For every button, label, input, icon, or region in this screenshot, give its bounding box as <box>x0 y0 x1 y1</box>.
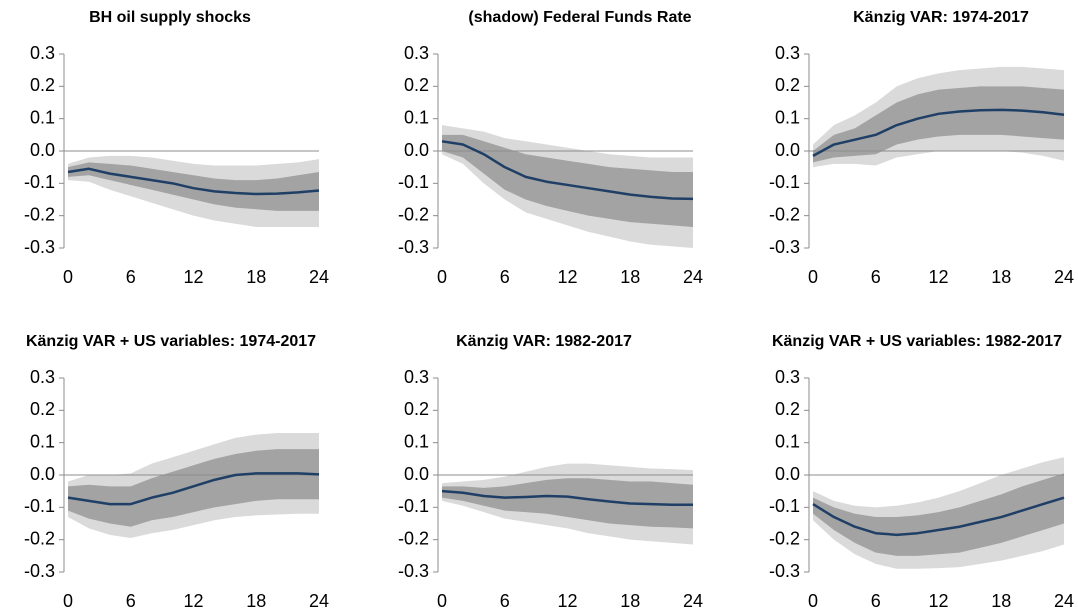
x-tick-label: 18 <box>991 591 1011 611</box>
panel-title: (shadow) Federal Funds Rate <box>468 9 691 26</box>
x-tick-label: 18 <box>620 267 640 287</box>
y-tick-label: -0.3 <box>398 561 429 581</box>
y-tick-label: 0.1 <box>404 107 429 127</box>
confidence-band <box>68 449 319 527</box>
y-tick-label: -0.1 <box>769 172 800 192</box>
y-tick-label: 0.0 <box>775 464 800 484</box>
x-tick-label: 0 <box>808 267 818 287</box>
confidence-band <box>68 162 319 211</box>
y-tick-label: 0.2 <box>404 75 429 95</box>
y-tick-label: 0.2 <box>30 75 55 95</box>
x-tick-label: 6 <box>871 591 881 611</box>
y-tick-label: 0.0 <box>404 464 429 484</box>
response-line <box>812 496 1065 537</box>
y-tick-label: 0.2 <box>404 399 429 419</box>
x-tick-label: 18 <box>246 591 266 611</box>
x-tick-label: 12 <box>557 267 577 287</box>
confidence-band <box>813 86 1064 163</box>
y-tick-label: 0.1 <box>30 107 55 127</box>
y-tick-label: 0.2 <box>30 399 55 419</box>
panel: Känzig VAR + US variables: 1974-2017 0.3 0… <box>24 333 329 611</box>
response-line <box>67 472 320 506</box>
x-tick-label: 0 <box>437 591 447 611</box>
panel-title: Känzig VAR: 1982-2017 <box>456 333 632 350</box>
confidence-band <box>442 134 693 227</box>
x-tick-label: 24 <box>309 591 329 611</box>
response-line <box>441 140 694 201</box>
y-tick-label: -0.2 <box>398 204 429 224</box>
x-tick-label: 0 <box>63 591 73 611</box>
x-tick-label: 12 <box>183 591 203 611</box>
panel: Känzig VAR: 1974-2017 0.3 0.2 0.1 0.0 -0.1 -0.… <box>769 9 1074 287</box>
y-tick-label: 0.1 <box>30 431 55 451</box>
y-tick-label: -0.2 <box>24 528 55 548</box>
y-tick-label: 0.0 <box>30 464 55 484</box>
y-tick-label: -0.3 <box>769 561 800 581</box>
y-tick-label: 0.1 <box>775 107 800 127</box>
x-tick-label: 18 <box>620 591 640 611</box>
x-tick-label: 18 <box>991 267 1011 287</box>
panel: (shadow) Federal Funds Rate 0.3 0.2 0.1 0.0 -… <box>398 9 703 287</box>
y-tick-label: -0.2 <box>24 204 55 224</box>
y-tick-label: -0.3 <box>24 237 55 257</box>
x-tick-label: 12 <box>928 591 948 611</box>
y-tick-label: 0.3 <box>404 43 429 63</box>
confidence-band <box>442 478 693 529</box>
response-line <box>812 108 1065 157</box>
x-tick-label: 6 <box>500 591 510 611</box>
x-tick-label: 24 <box>309 267 329 287</box>
y-tick-label: 0.0 <box>775 140 800 160</box>
y-tick-label: 0.2 <box>775 75 800 95</box>
response-line <box>441 489 693 506</box>
y-tick-label: 0.3 <box>775 43 800 63</box>
x-tick-label: 6 <box>500 267 510 287</box>
x-tick-label: 24 <box>683 591 703 611</box>
y-tick-label: -0.1 <box>24 172 55 192</box>
y-tick-label: -0.2 <box>769 528 800 548</box>
y-tick-label: -0.3 <box>769 237 800 257</box>
y-tick-label: -0.3 <box>398 237 429 257</box>
x-tick-label: 6 <box>871 267 881 287</box>
panel-title: Känzig VAR + US variables: 1974-2017 <box>26 333 316 350</box>
y-tick-label: -0.1 <box>398 172 429 192</box>
y-tick-label: -0.3 <box>24 561 55 581</box>
x-tick-label: 6 <box>126 591 136 611</box>
panel: BH oil supply shocks 0.3 0.2 0.1 0.0 -0.1 -0.2… <box>24 9 329 287</box>
y-tick-label: -0.2 <box>398 528 429 548</box>
y-tick-label: 0.0 <box>30 140 55 160</box>
x-tick-label: 12 <box>557 591 577 611</box>
y-tick-label: -0.1 <box>24 496 55 516</box>
panel-title: BH oil supply shocks <box>89 9 251 26</box>
x-tick-label: 0 <box>63 267 73 287</box>
confidence-band <box>813 473 1064 556</box>
y-tick-label: -0.2 <box>769 204 800 224</box>
x-tick-label: 6 <box>126 267 136 287</box>
x-tick-label: 12 <box>183 267 203 287</box>
panel-title: Känzig VAR: 1974-2017 <box>853 9 1029 26</box>
y-tick-label: 0.3 <box>404 367 429 387</box>
x-tick-label: 12 <box>928 267 948 287</box>
panel-title: Känzig VAR + US variables: 1982-2017 <box>772 333 1062 350</box>
x-tick-label: 24 <box>1054 267 1074 287</box>
x-tick-label: 24 <box>683 267 703 287</box>
panel: Känzig VAR + US variables: 1982-2017 0.3 0… <box>769 333 1074 611</box>
x-tick-label: 24 <box>1054 591 1074 611</box>
y-tick-label: 0.2 <box>775 399 800 419</box>
y-tick-label: 0.0 <box>404 140 429 160</box>
y-tick-label: -0.1 <box>769 496 800 516</box>
y-tick-label: 0.1 <box>775 431 800 451</box>
x-tick-label: 0 <box>808 591 818 611</box>
y-tick-label: 0.3 <box>775 367 800 387</box>
y-tick-label: 0.1 <box>404 431 429 451</box>
response-line <box>67 167 320 196</box>
panel: Känzig VAR: 1982-2017 0.3 0.2 0.1 0.0 -0.1 -0.… <box>398 333 703 611</box>
y-tick-label: -0.1 <box>398 496 429 516</box>
x-tick-label: 18 <box>246 267 266 287</box>
y-tick-label: 0.3 <box>30 43 55 63</box>
y-tick-label: 0.3 <box>30 367 55 387</box>
x-tick-label: 0 <box>437 267 447 287</box>
